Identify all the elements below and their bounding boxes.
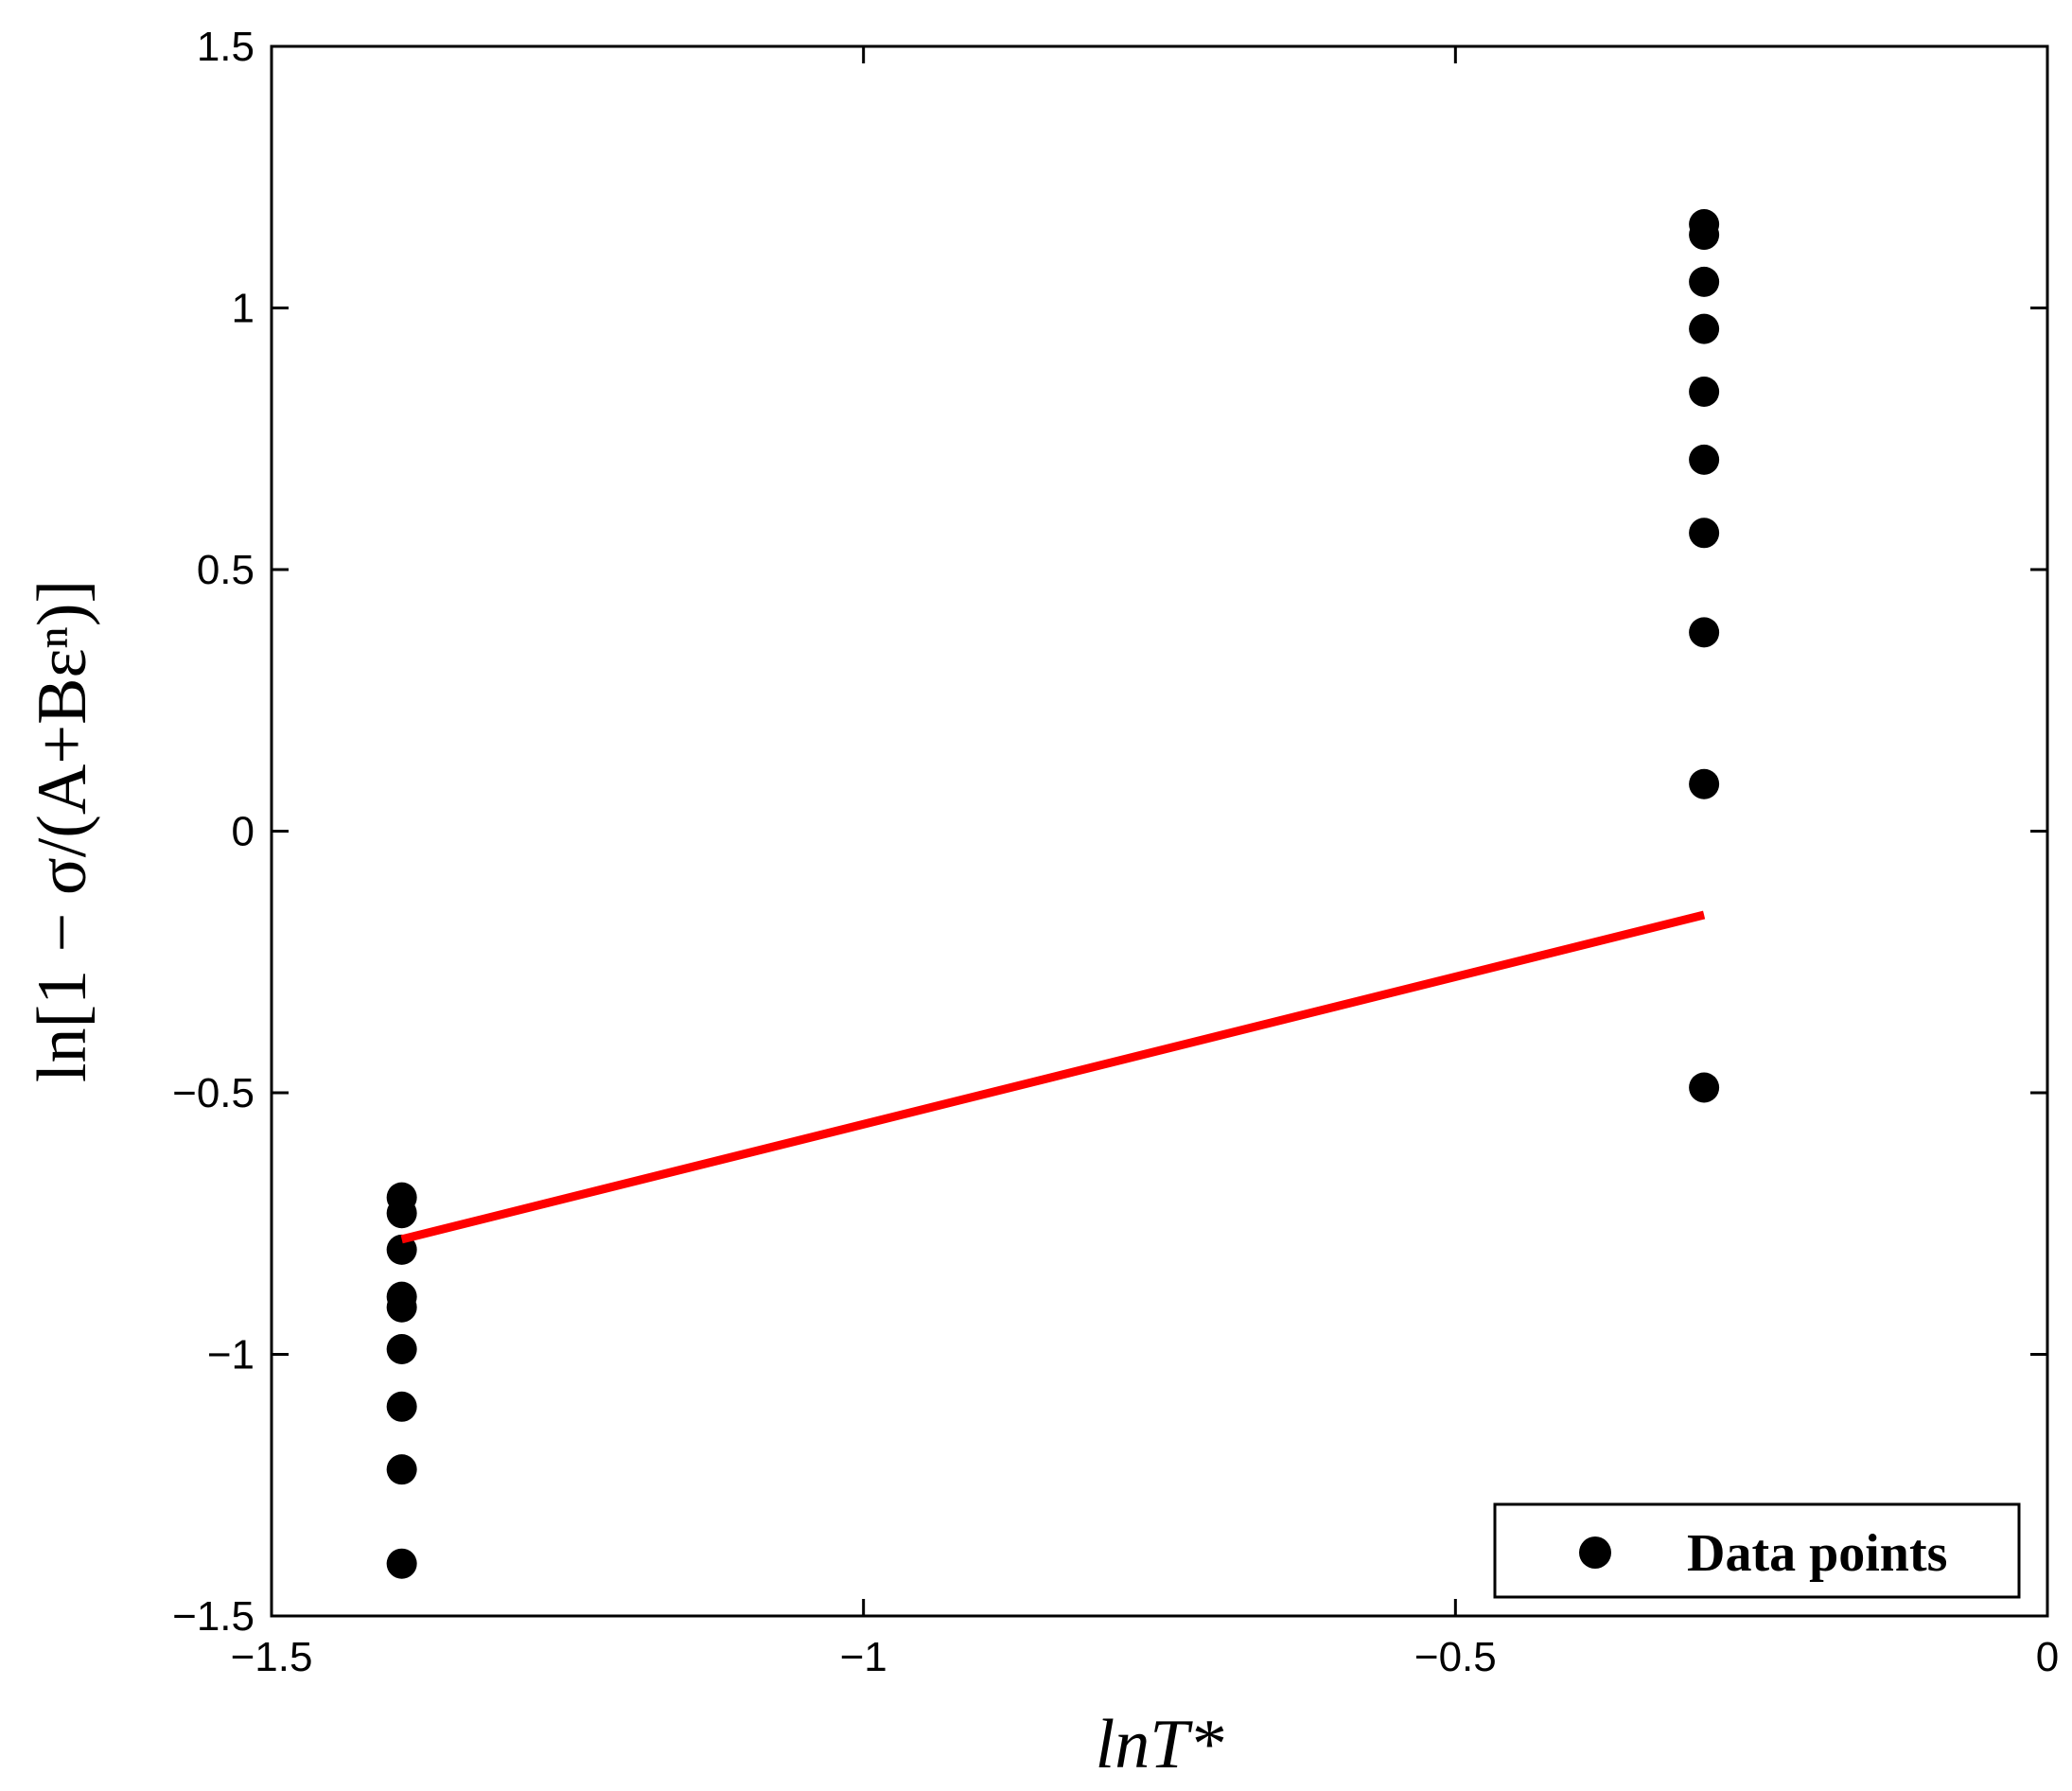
data-point [1689,518,1720,549]
y-axis-title: ln[1 − σ/(A+Bεⁿ)] [24,580,101,1082]
data-point [386,1291,417,1323]
data-point [386,1198,417,1229]
x-axis-title: lnT* [1096,1706,1224,1783]
axis-ticks [270,44,2049,1618]
data-point [1689,313,1720,344]
x-tick-label: −1.5 [231,1634,313,1680]
data-point [386,1333,417,1364]
y-tick-label: −1.5 [172,1593,255,1640]
y-tick-label: 0.5 [197,547,255,593]
data-point [1689,444,1720,475]
x-tick-label: −1 [840,1634,887,1680]
y-tick-label: 1.5 [197,24,255,70]
data-point [386,1548,417,1579]
data-point [1689,219,1720,251]
data-point [386,1234,417,1265]
y-tick-label: 0 [232,809,255,855]
fit-line [400,910,1706,1244]
series [386,209,1720,1579]
data-point [1689,1072,1720,1103]
plot-area [270,44,2049,1618]
data-point [1689,617,1720,648]
y-tick-label: −1 [207,1332,255,1378]
y-tick-label: −0.5 [172,1070,255,1116]
x-tick-label: −0.5 [1414,1634,1497,1680]
legend-marker [1579,1536,1611,1569]
data-point [1689,768,1720,799]
data-point [1689,266,1720,297]
axis-tick-labels: −1.5 −1 −0.5 0 −1.5 −1 −0.5 0 0.5 1 1.5 [172,24,2059,1680]
data-point [386,1391,417,1422]
data-point [386,1454,417,1485]
x-tick-label: 0 [2036,1634,2059,1680]
legend-label: Data points [1687,1524,1947,1583]
data-point [1689,376,1720,407]
y-tick-label: 1 [232,286,255,332]
legend: Data points [1493,1502,2021,1599]
